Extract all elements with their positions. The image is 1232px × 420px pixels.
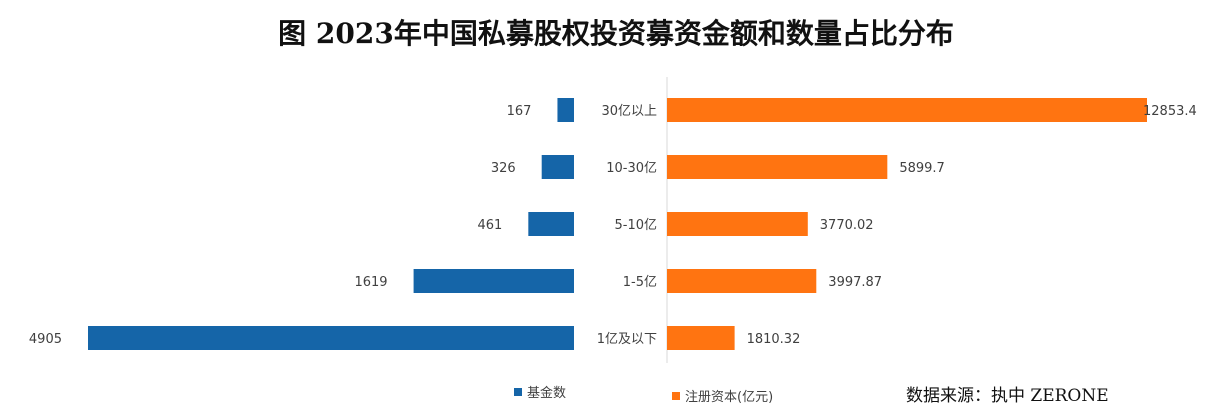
right-bar-1: [667, 155, 888, 179]
left-value-label-1: 326: [491, 161, 516, 176]
right-value-label-4: 1810.32: [747, 332, 801, 347]
chart-title: 图 2023年中国私募股权投资募资金额和数量占比分布: [278, 17, 954, 50]
legend-swatch-left: [514, 388, 522, 396]
left-bar-1: [541, 155, 574, 179]
legend-label-left: 基金数: [527, 385, 566, 401]
category-label-1: 10-30亿: [606, 161, 657, 176]
right-value-label-1: 5899.7: [899, 161, 945, 176]
category-label-4: 1亿及以下: [597, 332, 657, 347]
category-label-2: 5-10亿: [614, 218, 657, 233]
left-value-label-0: 167: [507, 104, 532, 119]
right-bar-2: [667, 212, 808, 236]
left-bar-3: [413, 269, 574, 293]
right-bar-4: [667, 326, 735, 350]
left-value-label-2: 461: [477, 218, 502, 233]
left-value-label-3: 1619: [354, 275, 387, 290]
legend-label-right: 注册资本(亿元): [685, 390, 773, 405]
left-bar-2: [528, 212, 574, 236]
category-label-3: 1-5亿: [623, 275, 657, 290]
right-bar-3: [667, 269, 817, 293]
source-note: 数据来源：执中 ZERONE: [906, 386, 1109, 406]
left-value-label-4: 4905: [29, 332, 62, 347]
category-label-0: 30亿以上: [601, 104, 657, 119]
right-bar-0: [667, 98, 1147, 122]
right-value-label-2: 3770.02: [820, 218, 874, 233]
left-bar-0: [557, 98, 574, 122]
right-value-label-0: 12853.4: [1143, 104, 1197, 119]
legend-swatch-right: [672, 392, 680, 400]
right-value-label-3: 3997.87: [828, 275, 882, 290]
left-bar-4: [88, 326, 574, 350]
